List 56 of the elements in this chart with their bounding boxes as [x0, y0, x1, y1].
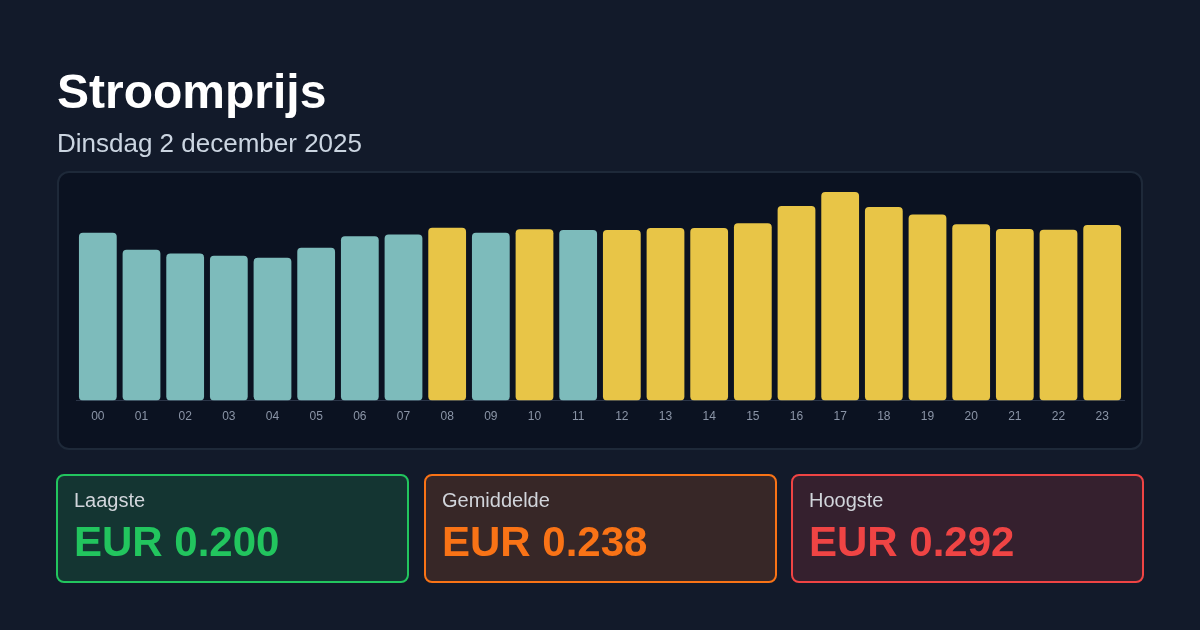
- x-tick-label: 03: [222, 409, 236, 424]
- bar: [1083, 224, 1122, 401]
- bar: [733, 223, 772, 401]
- bar: [384, 234, 423, 401]
- text: EUR 0.292: [809, 518, 1015, 566]
- x-tick-label: 12: [615, 409, 629, 424]
- chart-subtitle: Dinsdag 2 december 2025: [57, 128, 362, 158]
- text: EUR 0.200: [74, 518, 280, 566]
- x-tick-label: 20: [964, 409, 979, 424]
- text: Laagste: [74, 488, 146, 512]
- x-tick-label: 09: [484, 409, 498, 424]
- bar: [253, 257, 292, 401]
- bar: [471, 232, 510, 401]
- bar: [821, 192, 860, 401]
- bar: [122, 249, 161, 401]
- bar: [209, 255, 248, 401]
- x-tick-label: 01: [134, 409, 149, 424]
- x-tick-label: 05: [309, 409, 324, 424]
- bar: [297, 247, 336, 401]
- x-tick-label: 02: [178, 409, 193, 424]
- bar: [646, 228, 685, 401]
- x-tick-label: 18: [877, 409, 891, 424]
- bar: [1039, 229, 1078, 401]
- x-tick-label: 15: [746, 409, 760, 424]
- x-tick-label: 11: [571, 409, 585, 424]
- bar: [428, 227, 467, 401]
- x-tick-label: 08: [440, 409, 455, 424]
- x-tick-label: 04: [265, 409, 280, 424]
- x-tick-label: 23: [1095, 409, 1110, 424]
- bar: [515, 229, 554, 401]
- bar: [602, 229, 641, 401]
- x-tick-label: 13: [658, 409, 673, 424]
- x-tick-label: 07: [396, 409, 411, 424]
- bar: [952, 224, 991, 401]
- bar: [690, 228, 729, 401]
- x-tick-label: 17: [833, 409, 848, 424]
- bar: [166, 253, 205, 401]
- x-tick-label: 14: [702, 409, 717, 424]
- bar: [559, 229, 598, 401]
- chart-title: Stroomprijs: [57, 64, 327, 120]
- x-tick-label: 19: [920, 409, 935, 424]
- x-tick-label: 00: [91, 409, 105, 424]
- x-tick-label: 10: [527, 409, 542, 424]
- x-tick-label: 16: [789, 409, 804, 424]
- x-tick-label: 22: [1051, 409, 1066, 424]
- x-tick-label: 21: [1008, 409, 1022, 424]
- bar: [908, 214, 947, 401]
- x-tick-label: 06: [353, 409, 367, 424]
- text: Hoogste: [809, 488, 884, 512]
- bar: [995, 228, 1034, 401]
- bar: [777, 205, 816, 401]
- bar: [78, 232, 117, 401]
- bar: [864, 207, 903, 401]
- bar: [340, 236, 379, 401]
- text: EUR 0.238: [442, 518, 648, 566]
- text: Gemiddelde: [442, 488, 550, 512]
